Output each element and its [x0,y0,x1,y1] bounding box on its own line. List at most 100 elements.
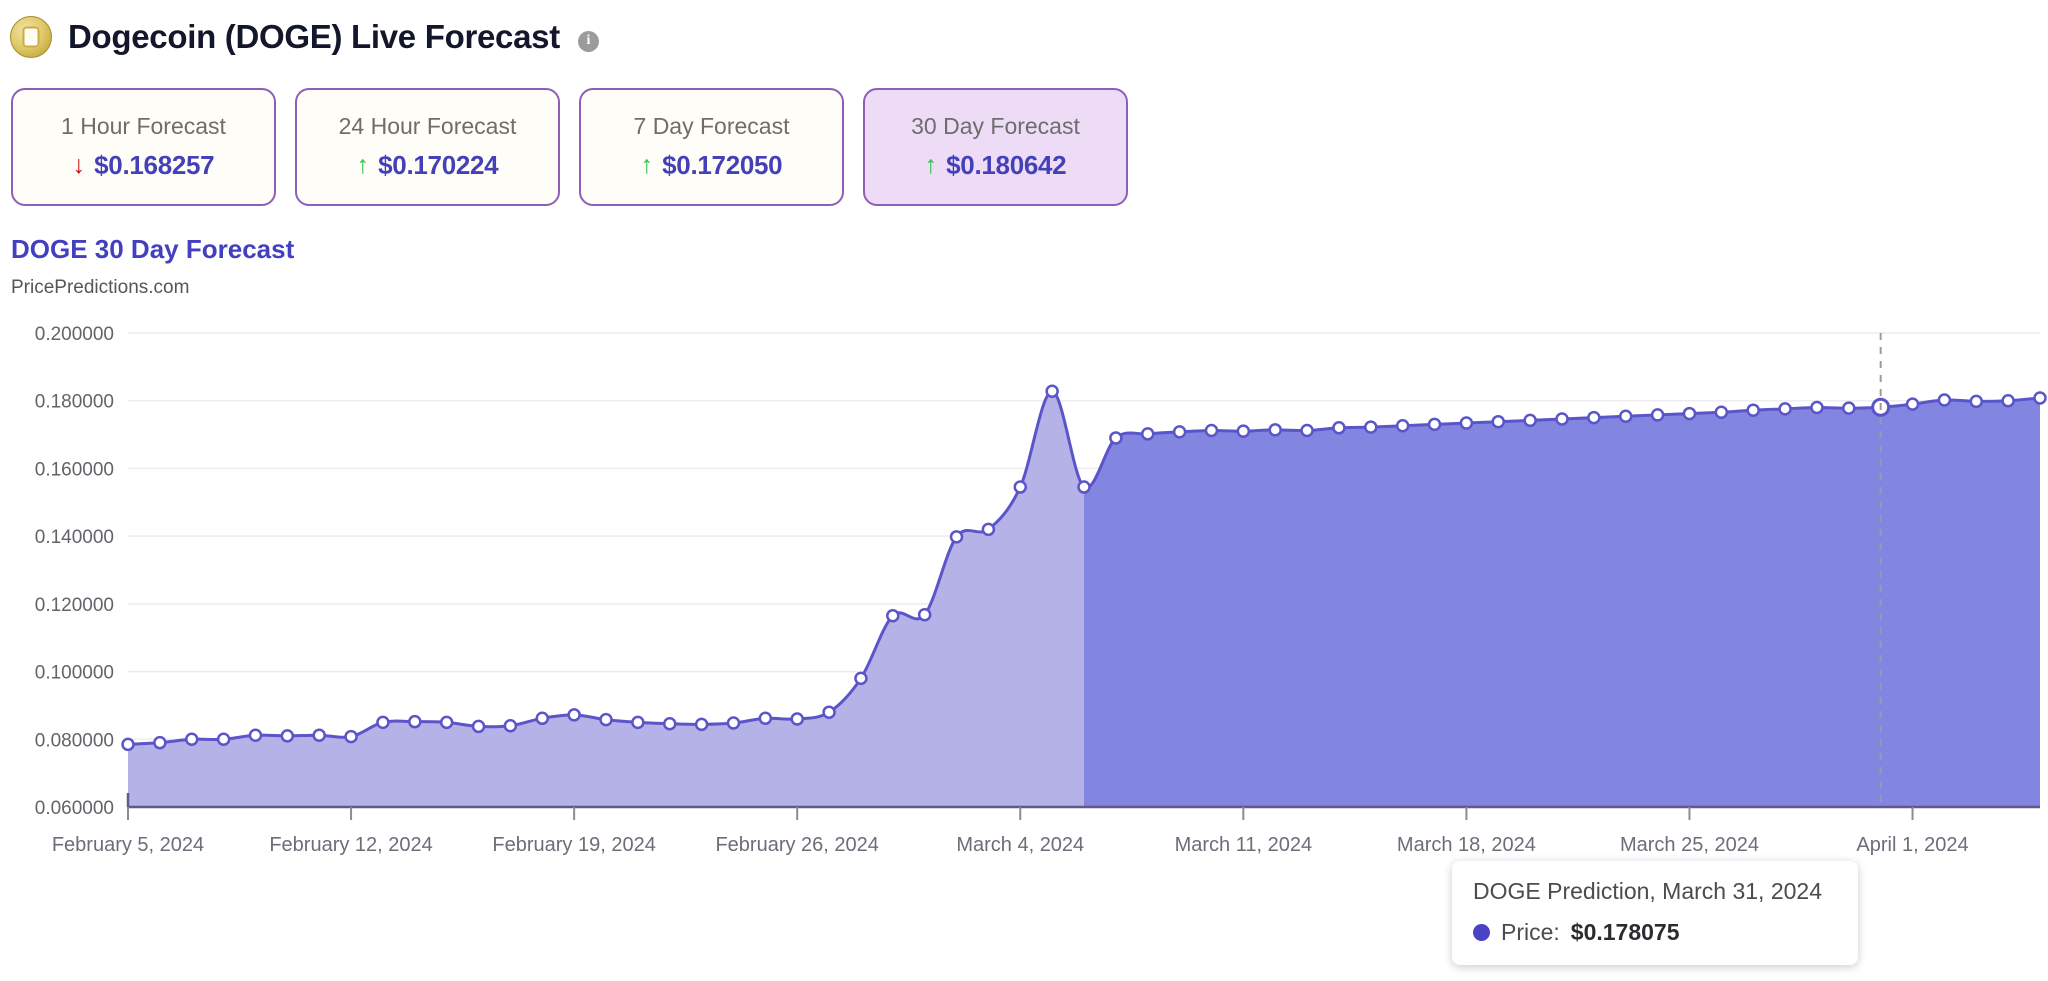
data-point-marker[interactable] [1587,410,1601,425]
y-axis-tick-label: 0.200000 [35,324,114,345]
data-point-marker[interactable] [949,530,964,544]
data-point-marker[interactable] [1714,405,1729,419]
forecast-card-7-day[interactable]: 7 Day Forecast ↑ $0.172050 [579,88,844,206]
data-point-marker[interactable] [280,729,295,743]
data-point-marker[interactable] [1045,384,1059,398]
data-point-marker[interactable] [1172,425,1187,439]
x-axis-tick-label: March 11, 2024 [1175,834,1313,856]
page-title: Dogecoin (DOGE) Live Forecast [68,18,560,55]
chart-canvas[interactable]: 0.060000 0.080000 0.100000 0.120000 0.140000… [0,323,2048,883]
data-point-marker[interactable] [886,608,900,623]
data-point-marker[interactable] [1077,480,1091,494]
data-point-marker[interactable] [1937,393,1952,407]
data-point-marker[interactable] [2033,391,2047,405]
data-point-marker[interactable] [1778,402,1792,416]
arrow-down-icon: ↓ [72,151,86,179]
data-point-marker[interactable] [694,717,709,732]
series-color-dot-icon [1473,924,1490,941]
forecast-card-30-day[interactable]: 30 Day Forecast ↑ $0.180642 [863,88,1128,206]
data-point-marker[interactable] [981,522,996,537]
data-point-marker[interactable] [1332,421,1346,435]
x-axis-tick-label: March 18, 2024 [1397,834,1536,856]
data-point-marker[interactable] [1140,427,1155,441]
data-point-marker[interactable] [599,712,613,727]
data-point-marker[interactable] [1650,408,1665,422]
data-point-marker[interactable] [1204,423,1219,438]
data-point-marker[interactable] [439,715,454,730]
chart-title: DOGE 30 Day Forecast [11,234,295,264]
page-header: Dogecoin (DOGE) Live Forecast i [0,0,2048,62]
data-point-marker[interactable] [248,728,263,742]
arrow-up-icon: ↑ [924,151,938,179]
data-point-marker[interactable] [1013,480,1028,494]
forecast-card-value: $0.180642 [946,150,1067,180]
data-point-marker[interactable] [790,712,804,726]
data-point-marker[interactable] [1555,412,1569,426]
data-point-marker[interactable] [1491,414,1506,429]
data-point-marker[interactable] [917,607,932,622]
forecast-card-24-hour[interactable]: 24 Hour Forecast ↑ $0.170224 [295,88,560,206]
data-point-marker[interactable] [153,735,167,750]
y-axis-tick-label: 0.120000 [35,595,114,616]
data-point-marker[interactable] [121,737,135,752]
y-axis-tick-label: 0.080000 [35,730,114,751]
x-axis-tick-label: February 12, 2024 [269,834,432,856]
data-point-marker[interactable] [408,714,422,729]
data-point-marker[interactable] [535,711,550,726]
y-axis-tick-label: 0.160000 [35,459,114,480]
data-point-marker[interactable] [662,716,677,731]
data-point-marker[interactable] [1746,403,1760,417]
chart-heading: DOGE 30 Day Forecast PricePredictions.co… [0,206,2048,299]
data-point-marker[interactable] [1523,413,1537,428]
data-point-marker[interactable] [1810,400,1824,415]
tooltip-series-label: Price: [1501,919,1560,945]
x-axis-tick-label: February 19, 2024 [492,834,655,856]
forecast-card-1-hour[interactable]: 1 Hour Forecast ↓ $0.168257 [11,88,276,206]
data-point-marker[interactable] [1618,409,1633,424]
data-point-marker[interactable] [216,732,231,747]
forecast-card-value-row: ↓ $0.168257 [73,150,215,181]
data-point-marker[interactable] [2001,393,2015,408]
data-point-marker[interactable] [344,729,358,744]
data-point-marker[interactable] [854,671,868,686]
info-icon[interactable]: i [577,30,599,52]
data-point-marker[interactable] [1459,416,1474,430]
y-axis-tick-label: 0.180000 [35,392,114,413]
chart-source-label: PricePredictions.com [11,277,190,298]
chart-tooltip: DOGE Prediction, March 31, 2024 Price: $… [1452,861,1858,965]
price-forecast-chart[interactable]: 0.060000 0.080000 0.100000 0.120000 0.140000… [0,323,2048,965]
data-point-marker[interactable] [1905,397,1920,411]
data-point-marker[interactable] [1364,420,1378,434]
data-point-marker[interactable] [1427,417,1442,432]
x-axis-tick-label: February 26, 2024 [715,834,878,856]
arrow-up-icon: ↑ [356,151,370,179]
data-point-marker[interactable] [312,728,326,742]
data-point-marker[interactable] [567,708,581,722]
data-point-marker[interactable] [726,716,741,730]
data-point-marker[interactable] [822,705,836,719]
y-axis-tick-label: 0.140000 [35,527,114,548]
dogecoin-logo-icon [10,16,52,58]
forecast-card-label: 30 Day Forecast [911,113,1080,139]
x-axis-tick-label: March 4, 2024 [956,834,1084,856]
forecast-card-value-row: ↑ $0.180642 [925,150,1067,181]
data-point-marker[interactable] [1236,424,1251,438]
data-point-marker[interactable] [758,711,773,726]
data-point-marker[interactable] [1109,431,1123,445]
data-point-marker[interactable] [376,715,390,730]
tooltip-title: DOGE Prediction, March 31, 2024 [1473,878,1822,904]
data-point-marker[interactable] [1395,419,1410,433]
data-point-marker[interactable] [1268,423,1282,437]
data-point-marker[interactable] [184,732,199,747]
data-point-marker[interactable] [631,715,645,730]
forecast-card-label: 7 Day Forecast [633,113,790,139]
data-point-marker[interactable] [1682,406,1697,421]
forecast-card-value: $0.168257 [94,150,215,180]
data-point-marker[interactable] [471,719,486,734]
data-point-marker[interactable] [1969,394,1984,409]
data-point-marker[interactable] [503,718,518,733]
data-point-marker[interactable] [1842,401,1856,415]
y-axis-tick-label: 0.100000 [35,663,114,684]
data-point-marker[interactable] [1300,423,1314,438]
forecast-area [1084,398,2040,807]
